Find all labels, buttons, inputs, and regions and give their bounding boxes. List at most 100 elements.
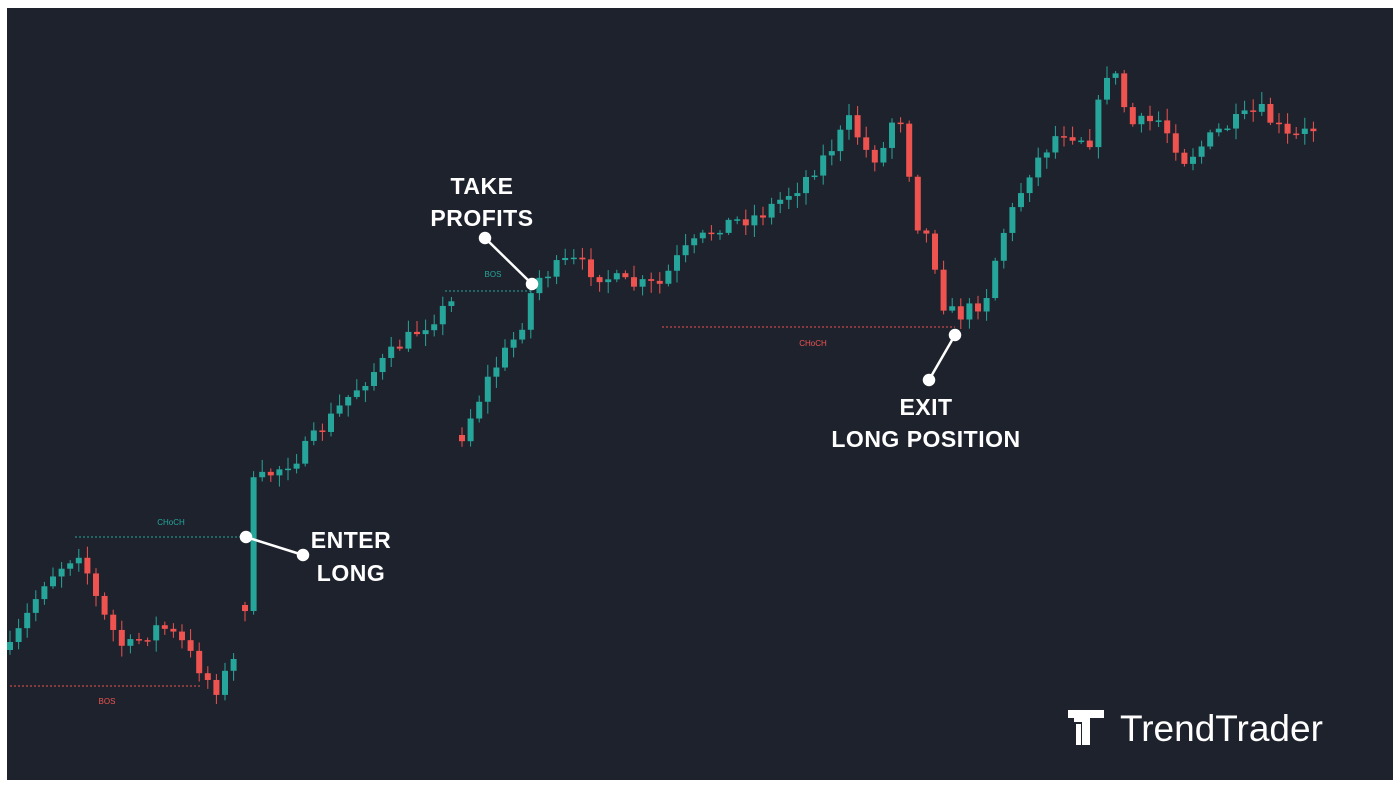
candle-body — [923, 230, 930, 234]
candle-body — [949, 306, 956, 311]
connector — [484, 237, 533, 285]
connector-dot — [296, 548, 310, 562]
candle-body — [24, 612, 31, 629]
candle-body — [431, 324, 438, 331]
candle-body — [302, 440, 309, 464]
candle-body — [1147, 115, 1153, 122]
candle-body — [932, 233, 938, 270]
candle-body — [448, 301, 455, 306]
candle-body — [536, 277, 543, 294]
candle-body — [734, 219, 741, 221]
logo-icon — [1068, 710, 1104, 745]
candle-body — [691, 238, 698, 246]
candle-body — [1052, 136, 1059, 153]
candle-body — [222, 670, 228, 695]
candle-body — [230, 658, 237, 671]
candle-body — [58, 568, 65, 577]
candle-body — [742, 219, 749, 226]
chart-background — [7, 8, 1393, 780]
candle-body — [1233, 114, 1239, 129]
candle-body — [1095, 99, 1102, 148]
connector-dot — [525, 277, 539, 291]
candle-body — [459, 435, 465, 442]
candle-body — [7, 642, 13, 650]
candle-body — [144, 640, 151, 642]
candle-body — [605, 279, 612, 283]
candle-body — [1121, 73, 1128, 108]
candle-body — [665, 270, 672, 284]
candle-body — [510, 339, 517, 348]
candle-body — [1104, 77, 1110, 100]
candle-body — [674, 255, 680, 271]
candle-body — [439, 305, 446, 325]
candle-body — [682, 245, 689, 256]
candle-body — [1310, 128, 1317, 132]
candle-body — [725, 219, 732, 233]
candle-body — [992, 260, 999, 299]
annotation-connectors — [239, 231, 962, 562]
candle-body — [285, 468, 291, 471]
connector-dot — [239, 530, 253, 544]
candle-body — [871, 149, 878, 163]
candle-body — [353, 390, 360, 397]
candle-body — [1301, 128, 1308, 134]
candle-body — [631, 277, 637, 287]
candle-body — [811, 175, 818, 178]
candle-body — [1258, 103, 1265, 112]
candle-body — [259, 471, 266, 478]
candle-body — [379, 357, 386, 373]
bos-label: BOS — [99, 697, 116, 706]
candle-body — [41, 586, 48, 600]
annotation-text: TAKE — [451, 173, 514, 199]
candle-body — [1215, 128, 1222, 133]
candle-body — [1018, 193, 1024, 208]
candle-body — [213, 679, 220, 695]
candle-body — [1043, 152, 1050, 158]
candle-body — [1181, 152, 1188, 164]
candle-body — [1138, 115, 1145, 125]
connector-dot — [948, 328, 962, 342]
candle-body — [75, 557, 82, 564]
candle-body — [837, 129, 844, 152]
candle-body — [1207, 132, 1214, 147]
choch-label: CHoCH — [799, 339, 827, 348]
candle-body — [362, 386, 369, 391]
candle-body — [570, 257, 577, 260]
candle-body — [940, 269, 947, 311]
candle-body — [118, 629, 125, 646]
candle-body — [1009, 207, 1016, 233]
candle-body — [1061, 136, 1067, 138]
candle-body — [1198, 146, 1205, 157]
candle-body — [820, 155, 827, 176]
candle-body — [1026, 177, 1033, 194]
candle-body — [1241, 110, 1248, 115]
candle-body — [1035, 157, 1042, 178]
annotation-text: LONG POSITION — [831, 426, 1020, 452]
candle-body — [717, 232, 723, 235]
candle-body — [336, 405, 343, 414]
candle-body — [519, 329, 526, 340]
candle-body — [1276, 122, 1282, 125]
candle-body — [170, 628, 177, 632]
candle-body — [880, 147, 887, 163]
candle-body — [276, 469, 283, 476]
candle-body — [1112, 73, 1119, 78]
candle-body — [579, 257, 586, 260]
candle-body — [467, 418, 474, 442]
candle-body — [906, 123, 913, 177]
candle-body — [1078, 140, 1085, 143]
candle-body — [476, 401, 483, 419]
candle-body — [545, 276, 551, 279]
candle-body — [110, 614, 117, 630]
candle-body — [622, 273, 629, 278]
candle-body — [67, 563, 74, 569]
candle-body — [15, 628, 22, 643]
candle-body — [345, 396, 352, 406]
candle-body — [502, 347, 508, 368]
candle-body — [975, 303, 981, 312]
connector-dot — [922, 373, 936, 387]
candle-body — [1284, 123, 1291, 134]
candle-body — [196, 650, 203, 674]
candle-body — [897, 122, 904, 125]
